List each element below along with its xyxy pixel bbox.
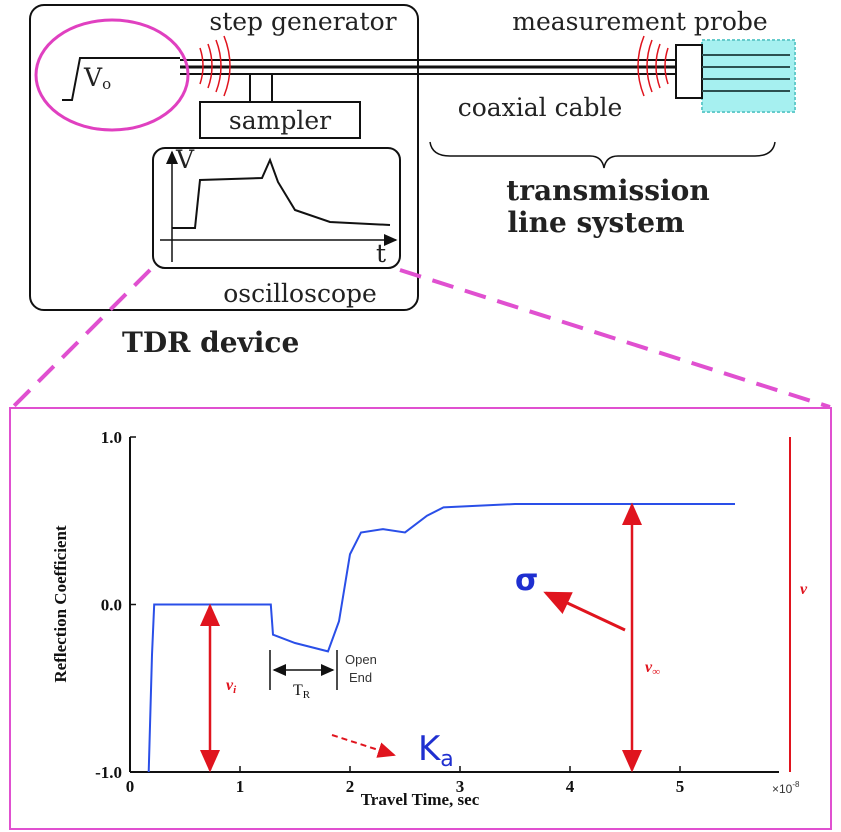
y-tick-label: 0.0 xyxy=(101,596,122,615)
annotation: T xyxy=(293,682,303,699)
label: o xyxy=(102,75,111,93)
annotation: i xyxy=(233,684,237,696)
label: line system xyxy=(507,206,684,239)
highlight-ellipse xyxy=(34,18,190,132)
brace xyxy=(429,141,776,169)
tr-marker xyxy=(269,650,338,690)
data-line xyxy=(147,503,735,773)
x-tick-label: 4 xyxy=(566,777,575,796)
x-tick-label: 0 xyxy=(126,777,135,796)
oscilloscope-box xyxy=(152,147,401,269)
annotation: R xyxy=(303,689,311,701)
label: V xyxy=(175,145,195,174)
x-tick-label: 5 xyxy=(676,777,685,796)
annotation: K xyxy=(418,729,442,769)
label: Vo xyxy=(83,63,111,93)
label: V xyxy=(83,63,103,92)
label: TDR device xyxy=(122,326,299,359)
y-axis-label: Reflection Coefficient xyxy=(51,525,70,683)
sampler-box xyxy=(199,101,361,139)
label: sampler xyxy=(229,106,331,135)
x-multiplier: ×10-8 xyxy=(772,780,800,796)
annotation: TR xyxy=(293,682,311,701)
annotation: v∞ xyxy=(645,659,660,678)
probe-head xyxy=(675,44,703,99)
y-tick-label: 1.0 xyxy=(101,428,122,447)
chart-frame xyxy=(9,407,832,830)
plot: -1.0 0.0 1.0 0 1 2 3 4 5 xyxy=(95,428,779,796)
label: coaxial cable xyxy=(458,93,623,122)
annotation: Ka xyxy=(418,729,454,772)
signal-waves xyxy=(199,35,669,97)
y-tick-label: -1.0 xyxy=(95,763,122,782)
annotation: v xyxy=(645,659,653,676)
x-multiplier: ×10 xyxy=(772,782,793,796)
annotation: v xyxy=(800,581,808,598)
label: t xyxy=(376,239,386,268)
x-axis-label: Travel Time, sec xyxy=(361,790,480,809)
annotation: a xyxy=(440,747,453,772)
x-tick-label: 2 xyxy=(346,777,355,796)
annotation: ∞ xyxy=(652,666,660,678)
probe-medium xyxy=(701,39,796,113)
label: transmission xyxy=(506,174,709,207)
x-tick-label: 3 xyxy=(456,777,465,796)
annotation: σ xyxy=(515,563,538,598)
tdr-box xyxy=(29,4,419,311)
annotation: vi xyxy=(226,677,237,696)
label: measurement probe xyxy=(512,7,767,36)
annotation: v xyxy=(226,677,234,694)
annotation: Open xyxy=(345,652,377,667)
annotation: End xyxy=(349,670,372,685)
tdr-diagram xyxy=(8,4,831,412)
arrow xyxy=(543,591,626,632)
label: oscilloscope xyxy=(223,279,377,308)
label: step generator xyxy=(209,7,396,36)
x-tick-label: 1 xyxy=(236,777,245,796)
arrow xyxy=(331,734,396,758)
x-multiplier: -8 xyxy=(792,780,800,789)
